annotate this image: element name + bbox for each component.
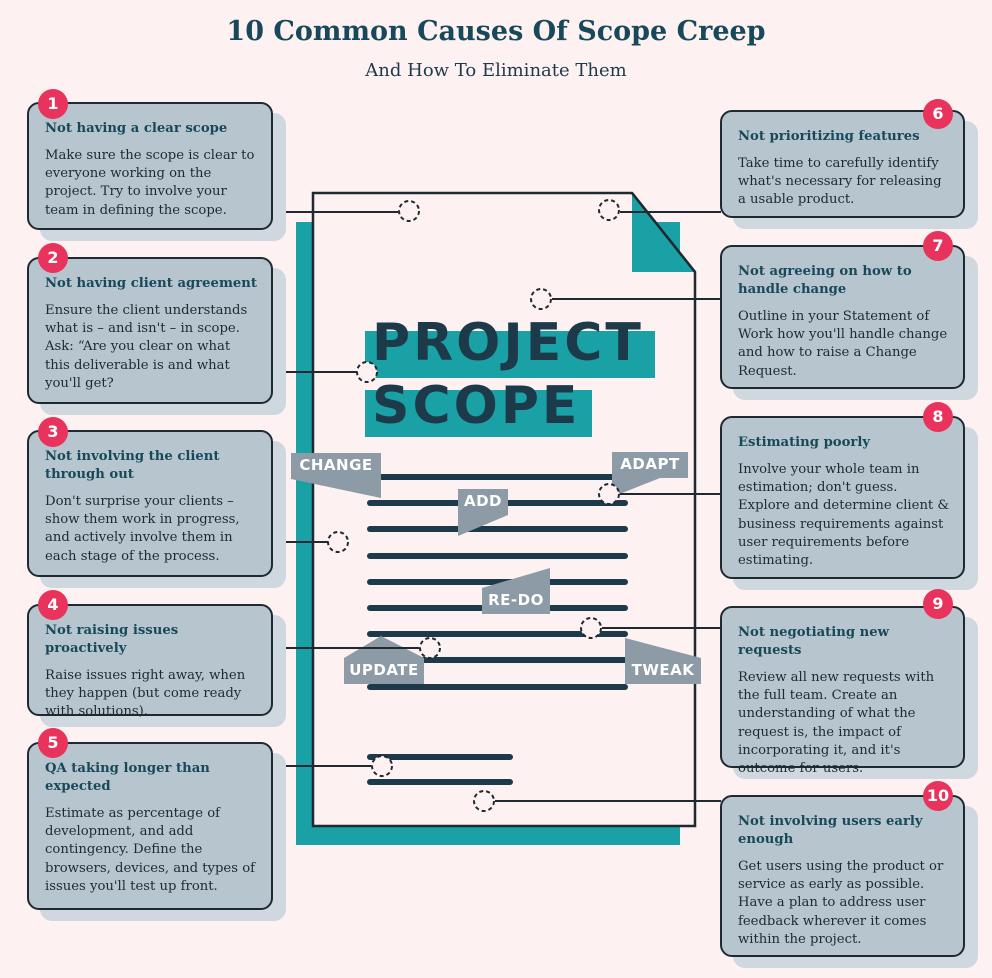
cause-title: Not negotiating new requests [738,625,890,658]
cause-title: Not involving users early enough [738,814,923,847]
number-badge-5: 5 [38,728,68,758]
cause-title: Not prioritizing features [738,129,920,144]
number-badge-8: 8 [923,402,953,432]
connector-dot-10 [473,790,495,812]
cause-body: Involve your whole team in estimation; d… [738,462,950,569]
cause-card-3: Not involving the client through out Don… [27,430,273,577]
cause-card-6: Not prioritizing features Take time to c… [720,110,965,218]
cause-card-9: Not negotiating new requests Review all … [720,606,965,776]
tag-add: ADD [463,492,502,510]
heading-project: PROJECT [372,313,644,373]
tag-change-bg [291,453,381,479]
cause-card-4: Not raising issues proactively Raise iss… [27,604,273,719]
number-badge-6: 6 [923,99,953,129]
tag-change-tail [291,479,381,498]
cause-body: Review all new requests with the full te… [738,670,935,777]
connector-dot-9 [580,617,602,639]
number-badge-10: 10 [923,781,953,811]
cause-body: Outline in your Statement of Work how yo… [738,309,948,379]
connector-dot-5 [371,755,393,777]
tag-add-tail [458,515,508,536]
tag-redo: RE-DO [488,591,544,609]
cause-card-5: QA taking longer than expected Estimate … [27,742,273,910]
tag-adapt-bg [612,452,688,478]
tag-change: CHANGE [299,456,373,474]
infographic-title: 10 Common Causes Of Scope Creep [226,16,766,47]
cause-card-7: Not agreeing on how to handle change Out… [720,245,965,389]
cause-body: Estimate as percentage of development, a… [45,806,256,894]
heading-highlight-1 [365,331,655,378]
cause-title: Not agreeing on how to handle change [738,264,912,297]
cause-body: Get users using the product or service a… [738,859,944,947]
cause-body: Raise issues right away, when they happe… [45,668,246,720]
tag-redo-bg [482,588,550,614]
tag-update-bg [344,658,424,684]
tag-adapt: ADAPT [620,455,680,473]
tag-adapt-tail [612,478,660,497]
tag-update: UPDATE [349,661,419,679]
cause-title: Not having a clear scope [45,121,228,136]
heading-highlight-2 [365,390,592,437]
cause-card-2: Not having client agreement Ensure the c… [27,257,273,404]
cause-title: Not raising issues proactively [45,623,179,656]
cause-card-8: Estimating poorly Involve your whole tea… [720,416,965,579]
cause-card-1: Not having a clear scope Make sure the s… [27,102,273,230]
tag-tweak-bg [625,658,701,684]
connector-dot-4 [419,637,441,659]
cause-body: Ensure the client understands what is – … [45,303,248,391]
number-badge-9: 9 [923,589,953,619]
connector-dot-2 [356,361,378,383]
cause-card-10: Not involving users early enough Get use… [720,795,965,957]
tag-redo-tail [482,568,550,588]
tag-tweak-tail [625,638,701,658]
tag-add-bg [458,489,508,515]
cause-body: Make sure the scope is clear to everyone… [45,148,255,218]
cause-title: Estimating poorly [738,435,871,450]
cause-body: Don't surprise your clients – show them … [45,494,240,564]
number-badge-1: 1 [38,89,68,119]
connector-dot-1 [398,200,420,222]
number-badge-7: 7 [923,231,953,261]
heading-scope: SCOPE [372,376,581,436]
connector-dot-6 [598,199,620,221]
connector-dot-7 [530,288,552,310]
tag-tweak: TWEAK [631,661,695,679]
cause-body: Take time to carefully identify what's n… [738,156,942,208]
number-badge-3: 3 [38,417,68,447]
cause-title: Not involving the client through out [45,449,220,482]
cause-title: Not having client agreement [45,276,257,291]
connector-dot-8 [598,483,620,505]
number-badge-2: 2 [38,243,68,273]
connector-dot-3 [327,531,349,553]
infographic-subtitle: And How To Eliminate Them [365,60,627,81]
cause-title: QA taking longer than expected [45,761,210,794]
connectors [272,211,721,802]
number-badge-4: 4 [38,590,68,620]
